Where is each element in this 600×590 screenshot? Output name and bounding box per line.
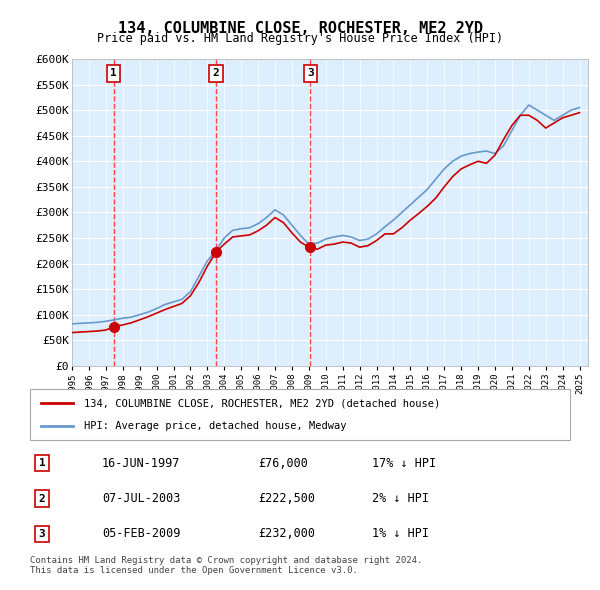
- Text: £232,000: £232,000: [258, 527, 315, 540]
- Text: 3: 3: [38, 529, 46, 539]
- Text: Contains HM Land Registry data © Crown copyright and database right 2024.
This d: Contains HM Land Registry data © Crown c…: [30, 556, 422, 575]
- Text: HPI: Average price, detached house, Medway: HPI: Average price, detached house, Medw…: [84, 421, 347, 431]
- Text: 2% ↓ HPI: 2% ↓ HPI: [372, 492, 429, 505]
- Text: £76,000: £76,000: [258, 457, 308, 470]
- Text: 1% ↓ HPI: 1% ↓ HPI: [372, 527, 429, 540]
- FancyBboxPatch shape: [30, 389, 570, 440]
- Text: 1: 1: [38, 458, 46, 468]
- Text: 2: 2: [38, 494, 46, 503]
- Text: 16-JUN-1997: 16-JUN-1997: [102, 457, 181, 470]
- Text: 17% ↓ HPI: 17% ↓ HPI: [372, 457, 436, 470]
- Text: 2: 2: [213, 68, 220, 78]
- Text: 07-JUL-2003: 07-JUL-2003: [102, 492, 181, 505]
- Text: Price paid vs. HM Land Registry's House Price Index (HPI): Price paid vs. HM Land Registry's House …: [97, 32, 503, 45]
- Text: 134, COLUMBINE CLOSE, ROCHESTER, ME2 2YD (detached house): 134, COLUMBINE CLOSE, ROCHESTER, ME2 2YD…: [84, 398, 440, 408]
- Text: 134, COLUMBINE CLOSE, ROCHESTER, ME2 2YD: 134, COLUMBINE CLOSE, ROCHESTER, ME2 2YD: [118, 21, 482, 35]
- Text: £222,500: £222,500: [258, 492, 315, 505]
- Text: 05-FEB-2009: 05-FEB-2009: [102, 527, 181, 540]
- Text: 3: 3: [307, 68, 314, 78]
- Text: 1: 1: [110, 68, 117, 78]
